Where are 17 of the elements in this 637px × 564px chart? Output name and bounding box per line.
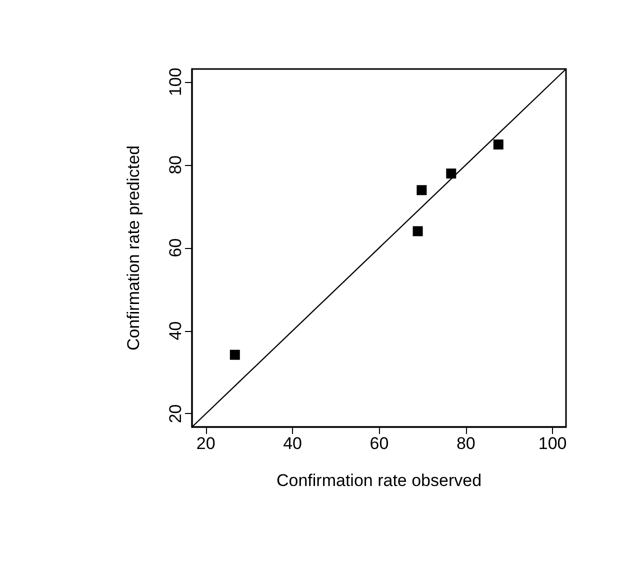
y-tick-label: 100 xyxy=(166,68,185,96)
x-axis-title: Confirmation rate observed xyxy=(276,471,482,490)
y-tick-label: 80 xyxy=(166,155,185,174)
point xyxy=(446,168,456,179)
point xyxy=(230,350,240,360)
point xyxy=(493,140,504,150)
y-axis-title: Confirmation rate predicted xyxy=(124,145,143,351)
point xyxy=(416,185,427,196)
y-tick-label: 60 xyxy=(166,238,185,258)
x-tick-label: 60 xyxy=(370,434,389,453)
y-tick-label: 20 xyxy=(166,404,185,424)
y-tick-label: 40 xyxy=(166,321,185,340)
x-tick-label: 100 xyxy=(538,434,567,453)
x-tick-label: 20 xyxy=(196,434,216,453)
x-tick-label: 80 xyxy=(456,434,476,453)
point xyxy=(412,226,423,236)
x-tick-label: 40 xyxy=(283,434,302,453)
